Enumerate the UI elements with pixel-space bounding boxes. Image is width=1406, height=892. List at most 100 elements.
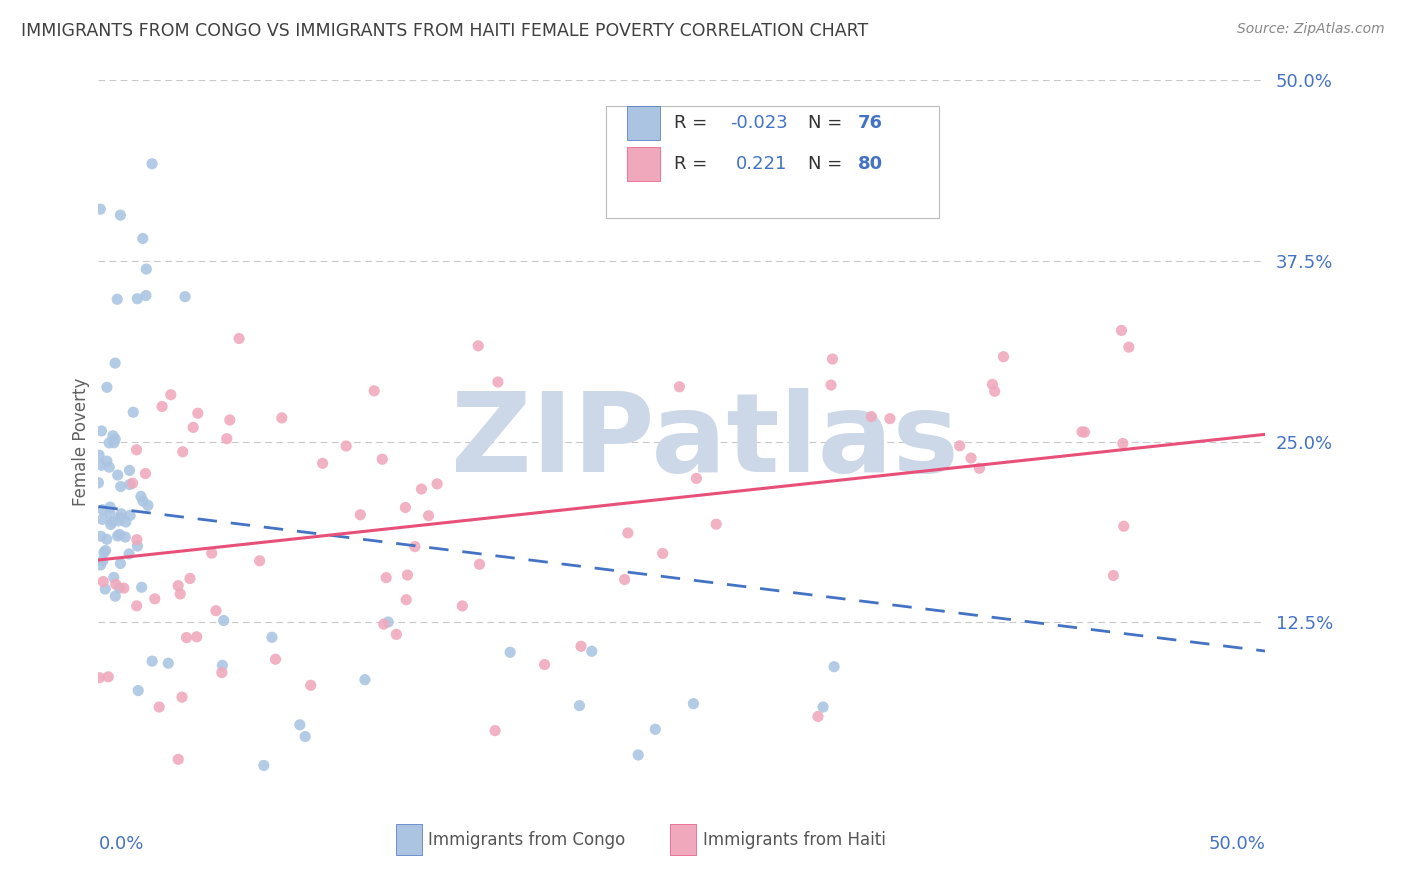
Point	[212, 614, 235, 628]
Point	[1102, 568, 1125, 582]
Point	[468, 558, 491, 572]
Point	[110, 208, 132, 222]
Point	[98, 435, 121, 450]
Point	[104, 356, 127, 370]
Point	[101, 515, 124, 529]
Point	[499, 645, 522, 659]
Point	[141, 654, 163, 668]
Point	[104, 577, 127, 591]
Text: Immigrants from Congo: Immigrants from Congo	[427, 830, 624, 848]
Point	[118, 477, 141, 491]
Point	[96, 380, 118, 394]
Point	[150, 400, 173, 414]
Point	[396, 568, 419, 582]
Point	[97, 670, 120, 684]
Point	[89, 202, 111, 216]
Point	[371, 452, 394, 467]
Point	[114, 530, 136, 544]
Point	[354, 673, 377, 687]
Point	[127, 539, 149, 553]
Point	[879, 411, 901, 425]
Point	[141, 157, 163, 171]
Point	[215, 432, 238, 446]
Text: R =: R =	[673, 114, 713, 132]
Point	[1112, 436, 1135, 450]
Point	[613, 573, 636, 587]
Point	[533, 657, 555, 672]
Point	[108, 581, 131, 595]
Point	[288, 718, 311, 732]
Point	[104, 432, 127, 446]
Point	[820, 378, 842, 392]
Point	[112, 581, 135, 595]
Point	[118, 547, 141, 561]
Point	[335, 439, 357, 453]
Point	[311, 456, 333, 470]
FancyBboxPatch shape	[627, 105, 659, 140]
Point	[167, 579, 190, 593]
Point	[299, 678, 322, 692]
Point	[394, 500, 416, 515]
Point	[96, 454, 118, 468]
Point	[135, 262, 157, 277]
Point	[181, 420, 204, 434]
Point	[983, 384, 1005, 399]
Point	[134, 467, 156, 481]
FancyBboxPatch shape	[396, 824, 422, 855]
Point	[617, 525, 640, 540]
Point	[179, 572, 201, 586]
Point	[90, 424, 112, 438]
Text: N =: N =	[808, 114, 848, 132]
Point	[132, 231, 155, 245]
Text: IMMIGRANTS FROM CONGO VS IMMIGRANTS FROM HAITI FEMALE POVERTY CORRELATION CHART: IMMIGRANTS FROM CONGO VS IMMIGRANTS FROM…	[21, 22, 869, 40]
Point	[125, 533, 148, 547]
Point	[96, 533, 118, 547]
Point	[228, 331, 250, 345]
Point	[187, 406, 209, 420]
Point	[105, 292, 128, 306]
Point	[486, 375, 509, 389]
Point	[132, 494, 155, 508]
Point	[484, 723, 506, 738]
Point	[375, 571, 398, 585]
Point	[125, 442, 148, 457]
Point	[87, 475, 110, 490]
Point	[211, 658, 233, 673]
Text: R =: R =	[673, 155, 713, 173]
Point	[143, 591, 166, 606]
Point	[110, 479, 132, 493]
Point	[807, 709, 830, 723]
Point	[90, 558, 112, 572]
Point	[108, 510, 131, 524]
Point	[120, 508, 142, 523]
Point	[411, 482, 433, 496]
Point	[87, 448, 110, 462]
Point	[860, 409, 883, 424]
Point	[205, 604, 228, 618]
Text: Immigrants from Haiti: Immigrants from Haiti	[703, 830, 886, 848]
Text: 50.0%: 50.0%	[1209, 835, 1265, 854]
Point	[1111, 323, 1133, 337]
Point	[129, 489, 152, 503]
Point	[377, 615, 399, 629]
Point	[121, 476, 143, 491]
Point	[627, 747, 650, 762]
Point	[249, 554, 271, 568]
Point	[1071, 425, 1094, 439]
Point	[969, 461, 991, 475]
Point	[1112, 519, 1135, 533]
Point	[159, 388, 181, 402]
Point	[114, 515, 136, 529]
Text: 0.221: 0.221	[735, 155, 787, 173]
Point	[127, 683, 149, 698]
Point	[118, 463, 141, 477]
Point	[1118, 340, 1140, 354]
Point	[260, 631, 283, 645]
Text: 80: 80	[858, 155, 883, 173]
Point	[704, 517, 727, 532]
Text: Source: ZipAtlas.com: Source: ZipAtlas.com	[1237, 22, 1385, 37]
Point	[89, 671, 111, 685]
Point	[101, 428, 124, 442]
Point	[169, 587, 191, 601]
Point	[264, 652, 287, 666]
